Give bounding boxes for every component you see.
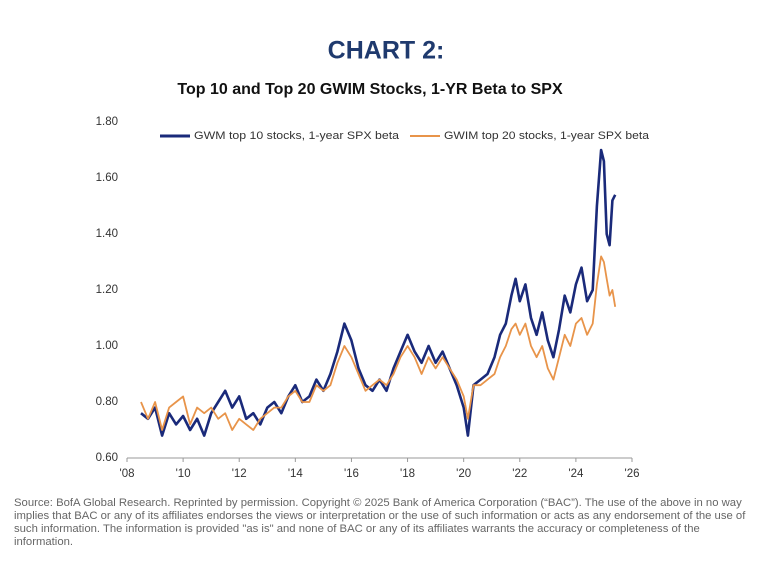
chart-title: CHART 2: <box>328 37 445 65</box>
x-tick-label: '18 <box>400 468 415 480</box>
chart: CHART 2: Top 10 and Top 20 GWIM Stocks, … <box>96 37 650 480</box>
y-tick-label: 1.00 <box>96 340 118 352</box>
x-tick-label: '20 <box>456 468 471 480</box>
y-tick-label: 1.80 <box>96 116 118 128</box>
chart-subtitle: Top 10 and Top 20 GWIM Stocks, 1-YR Beta… <box>177 81 563 98</box>
x-tick-label: '12 <box>232 468 247 480</box>
source-note: Source: BofA Global Research. Reprinted … <box>14 497 746 548</box>
x-tick-label: '14 <box>288 468 304 480</box>
x-tick-label: '10 <box>176 468 191 480</box>
x-tick-label: '08 <box>120 468 135 480</box>
series-line <box>140 255 617 431</box>
x-tick-label: '16 <box>344 468 359 480</box>
y-tick-label: 1.60 <box>96 172 118 184</box>
legend-label: GWM top 10 stocks, 1-year SPX beta <box>194 130 400 142</box>
x-tick-label: '22 <box>512 468 527 480</box>
series-line <box>140 148 617 437</box>
y-tick-label: 0.80 <box>96 396 118 408</box>
y-tick-label: 1.20 <box>96 284 118 296</box>
legend-label: GWIM top 20 stocks, 1-year SPX beta <box>444 130 650 142</box>
y-tick-label: 1.40 <box>96 228 118 240</box>
x-tick-label: '26 <box>625 468 640 480</box>
y-tick-label: 0.60 <box>96 452 118 464</box>
x-tick-label: '24 <box>568 468 584 480</box>
